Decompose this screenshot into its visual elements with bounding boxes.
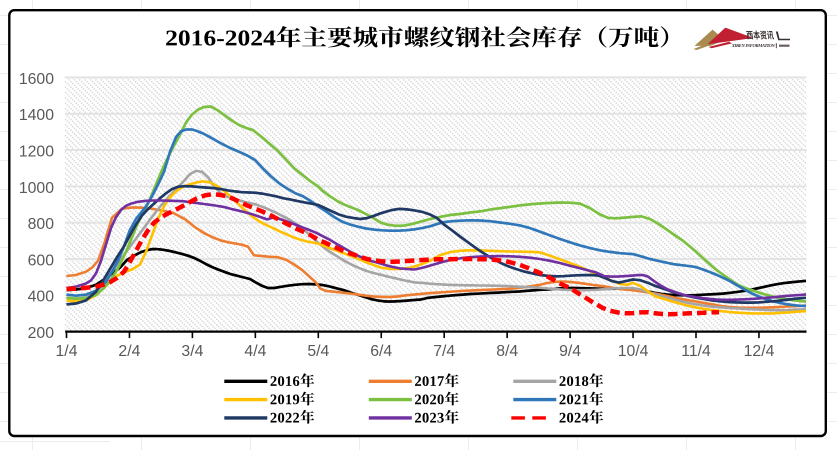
- svg-text:XIBEN INFORMATION: XIBEN INFORMATION: [731, 43, 776, 48]
- svg-text:1600: 1600: [19, 71, 54, 88]
- svg-text:1400: 1400: [19, 107, 54, 124]
- svg-text:3/4: 3/4: [181, 343, 203, 360]
- svg-text:1000: 1000: [19, 180, 54, 197]
- svg-text:600: 600: [28, 252, 55, 269]
- svg-text:400: 400: [28, 289, 55, 306]
- svg-text:8/4: 8/4: [496, 343, 518, 360]
- svg-text:7/4: 7/4: [433, 343, 455, 360]
- svg-text:11/4: 11/4: [681, 343, 711, 360]
- svg-text:5/4: 5/4: [307, 343, 329, 360]
- svg-text:12/4: 12/4: [744, 343, 775, 360]
- svg-text:9/4: 9/4: [559, 343, 581, 360]
- svg-text:200: 200: [28, 325, 55, 342]
- svg-text:6/4: 6/4: [370, 343, 392, 360]
- svg-text:2/4: 2/4: [118, 343, 140, 360]
- svg-text:1200: 1200: [19, 144, 54, 161]
- svg-text:10/4: 10/4: [618, 343, 649, 360]
- svg-text:4/4: 4/4: [244, 343, 266, 360]
- svg-text:1/4: 1/4: [56, 343, 78, 360]
- svg-text:800: 800: [28, 216, 55, 233]
